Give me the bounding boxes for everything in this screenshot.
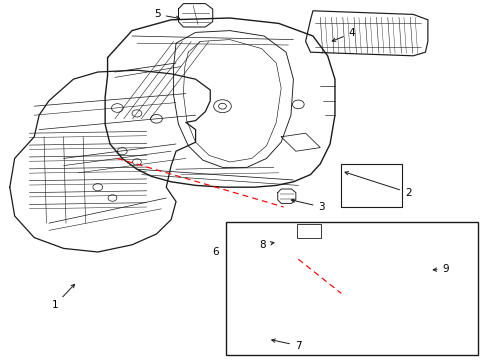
Text: 3: 3 (291, 199, 325, 212)
Text: 7: 7 (271, 339, 301, 351)
Text: 2: 2 (345, 172, 411, 198)
Text: 5: 5 (154, 9, 179, 19)
Text: 9: 9 (432, 264, 448, 274)
Text: 6: 6 (211, 247, 218, 257)
Text: 8: 8 (259, 240, 273, 250)
Bar (225, 222, 477, 355)
Text: 1: 1 (51, 284, 75, 310)
Text: 4: 4 (331, 28, 355, 41)
Bar (297, 224, 320, 238)
Bar (341, 164, 401, 207)
